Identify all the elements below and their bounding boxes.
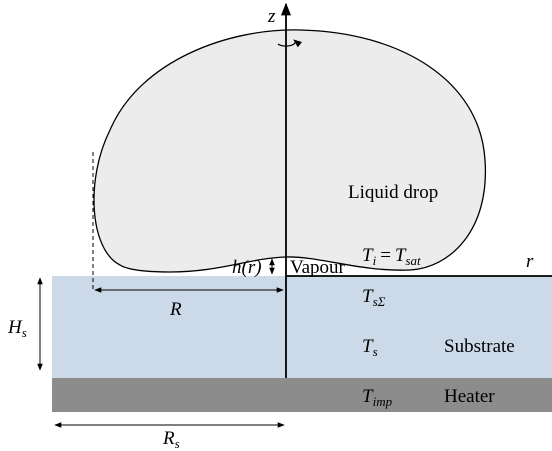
substrate (52, 276, 552, 378)
vapour-label: Vapour (290, 257, 346, 278)
z-label: z (267, 6, 276, 27)
rs-label: Rs (162, 428, 180, 451)
diagram: z r Liquid drop h(r) Vapour Ti=Tsat TsΣ … (0, 0, 552, 451)
hs-label: Hs (7, 317, 27, 340)
substrate-label: Substrate (444, 336, 515, 357)
h-label: h(r) (232, 257, 262, 278)
drop-label: Liquid drop (348, 182, 438, 203)
drop (94, 30, 485, 272)
heater-label: Heater (444, 386, 495, 407)
r-label: r (526, 251, 534, 272)
page: z r Liquid drop h(r) Vapour Ti=Tsat TsΣ … (0, 0, 552, 451)
r-dim-label: R (169, 299, 182, 320)
